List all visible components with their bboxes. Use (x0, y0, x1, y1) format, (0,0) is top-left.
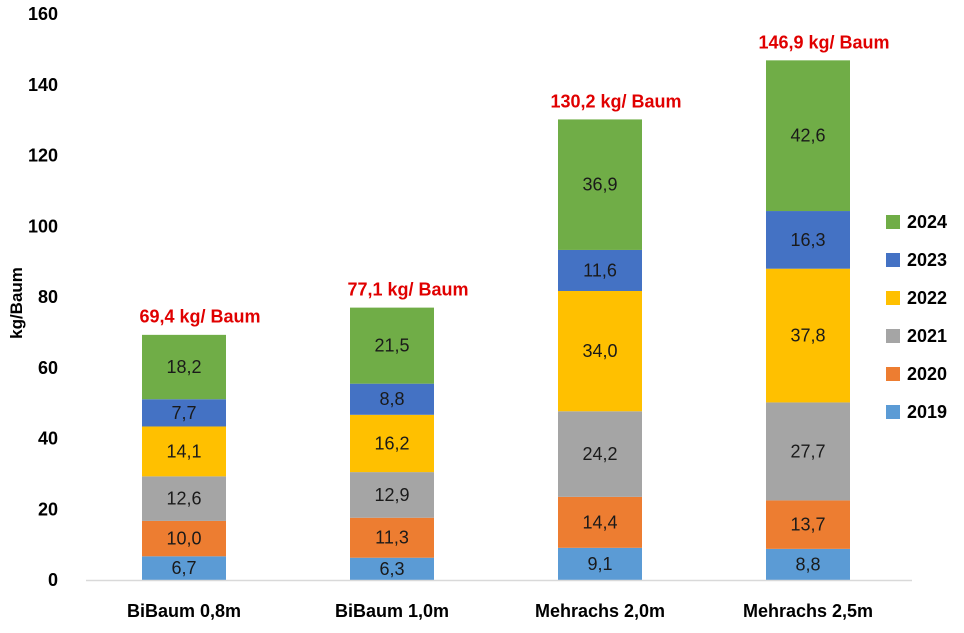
bar-value-label: 27,7 (790, 441, 825, 461)
x-category-label: BiBaum 1,0m (335, 601, 449, 621)
bar-segment-2024 (766, 60, 850, 212)
x-category-label: Mehrachs 2,5m (743, 601, 873, 621)
bar-segment-2020 (350, 517, 434, 558)
bar-segment-2024 (142, 334, 226, 400)
bar-segment-2023 (558, 249, 642, 291)
x-category-label: BiBaum 0,8m (127, 601, 241, 621)
y-tick-label: 0 (48, 570, 58, 590)
bar-value-label: 8,8 (795, 554, 820, 574)
bar-value-label: 21,5 (374, 336, 409, 356)
y-tick-label: 100 (28, 216, 58, 236)
bar-segment-2024 (350, 307, 434, 384)
bar-total-label: 130,2 kg/ Baum (550, 91, 681, 111)
bar-value-label: 11,3 (375, 528, 409, 548)
bar-segment-2022 (142, 426, 226, 477)
bar-value-label: 16,2 (374, 433, 409, 453)
legend-swatch-2020 (886, 367, 900, 381)
bar-segment-2023 (766, 211, 850, 269)
y-tick-label: 80 (38, 287, 58, 307)
bar-value-label: 18,2 (166, 357, 201, 377)
bar-value-label: 12,9 (374, 485, 409, 505)
y-tick-label: 60 (38, 358, 58, 378)
bar-segment-2021 (558, 411, 642, 497)
y-tick-label: 120 (28, 146, 58, 166)
bar-value-label: 12,6 (166, 489, 201, 509)
bar-value-label: 16,3 (790, 230, 825, 250)
bar-value-label: 7,7 (171, 403, 196, 423)
bar-value-label: 37,8 (790, 326, 825, 346)
legend: 2024 2023 2022 2021 2020 2019 (886, 212, 947, 422)
bar-segment-2021 (142, 476, 226, 521)
bar-segment-2019 (142, 556, 226, 580)
legend-swatch-2019 (886, 405, 900, 419)
y-axis-title: kg/Baum (7, 267, 26, 339)
bar-value-label: 6,7 (171, 558, 196, 578)
legend-label: 2024 (907, 212, 947, 232)
bar-segment-2023 (350, 383, 434, 415)
bar-segment-2023 (142, 399, 226, 427)
bar-segment-2021 (766, 402, 850, 501)
bar-segment-2020 (142, 520, 226, 557)
bar-total-label: 77,1 kg/ Baum (347, 279, 468, 299)
legend-label: 2020 (907, 364, 947, 384)
legend-label: 2021 (907, 326, 947, 346)
bar-value-label: 8,8 (379, 389, 404, 409)
legend-swatch-2022 (886, 291, 900, 305)
bar-value-label: 14,1 (166, 441, 201, 461)
bar-segment-2020 (558, 496, 642, 548)
total-labels: 69,4 kg/ Baum 77,1 kg/ Baum 130,2 kg/ Baum… (139, 32, 889, 326)
y-tick-label: 140 (28, 75, 58, 95)
bar-total-label: 69,4 kg/ Baum (139, 306, 260, 326)
bar-segment-2024 (558, 119, 642, 250)
bar-value-label: 9,1 (587, 554, 612, 574)
legend-label: 2019 (907, 402, 947, 422)
bar-value-label: 34,0 (582, 341, 617, 361)
legend-label: 2022 (907, 288, 947, 308)
bars-group: 6,7 10,0 12,6 14,1 7,7 18,2 6,3 11,3 12,9 16,2 8,8… (142, 60, 850, 580)
bar-value-label: 36,9 (582, 175, 617, 195)
y-tick-label: 40 (38, 429, 58, 449)
bar-total-label: 146,9 kg/ Baum (758, 32, 889, 52)
bar-value-label: 6,3 (379, 559, 404, 579)
legend-swatch-2023 (886, 253, 900, 267)
bar-value-label: 11,6 (583, 260, 617, 280)
bar-value-label: 14,4 (582, 512, 617, 532)
bar-segment-2019 (766, 548, 850, 580)
y-axis-ticks: 0 20 40 60 80 100 120 140 160 (28, 4, 58, 590)
y-tick-label: 20 (38, 499, 58, 519)
x-axis-labels: BiBaum 0,8m BiBaum 1,0m Mehrachs 2,0m Mehra… (127, 601, 873, 621)
bar-segment-2019 (350, 557, 434, 580)
bar-segment-2019 (558, 547, 642, 580)
bar-segment-2020 (766, 500, 850, 549)
bar-segment-2022 (350, 414, 434, 473)
y-tick-label: 160 (28, 4, 58, 24)
bar-value-label: 24,2 (582, 444, 617, 464)
bar-segment-2021 (350, 472, 434, 518)
bar-segment-2022 (766, 268, 850, 403)
bar-value-label: 10,0 (166, 529, 201, 549)
bar-value-label: 42,6 (790, 126, 825, 146)
bar-segment-2022 (558, 290, 642, 412)
legend-label: 2023 (907, 250, 947, 270)
legend-swatch-2021 (886, 329, 900, 343)
legend-swatch-2024 (886, 215, 900, 229)
x-category-label: Mehrachs 2,0m (535, 601, 665, 621)
bar-value-label: 13,7 (790, 515, 825, 535)
